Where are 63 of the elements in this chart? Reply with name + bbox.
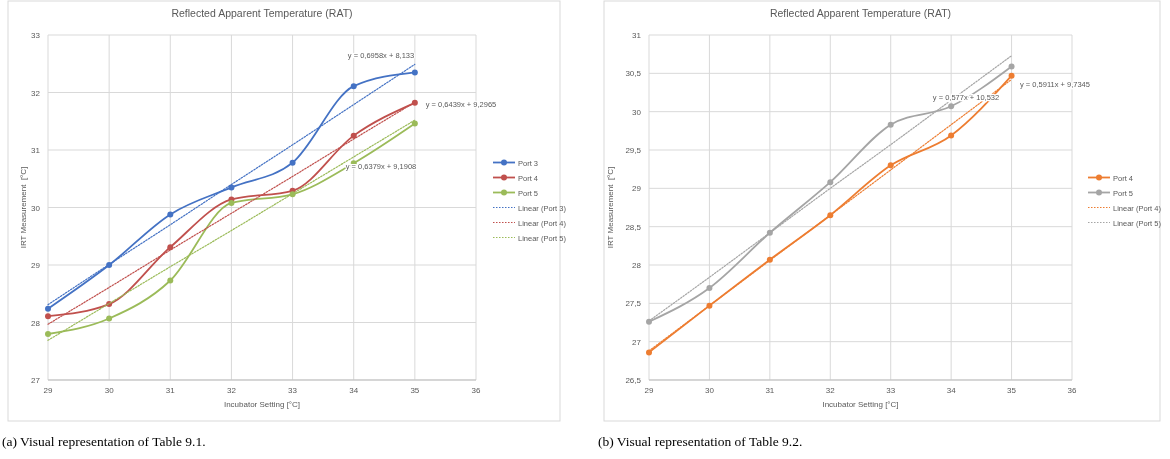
y-tick-label: 33 xyxy=(31,31,41,40)
y-tick-label: 30 xyxy=(632,107,642,117)
point xyxy=(948,132,955,139)
point xyxy=(1008,72,1015,79)
y-tick-label: 28,5 xyxy=(625,222,642,232)
point xyxy=(167,277,174,284)
y-tick-label: 29 xyxy=(31,261,41,270)
y-tick-label: 28 xyxy=(31,318,41,328)
point xyxy=(167,211,174,218)
y-tick-label: 29 xyxy=(632,184,642,194)
x-tick-label: 34 xyxy=(349,386,359,395)
y-tick-label: 27 xyxy=(31,376,41,385)
point xyxy=(411,69,418,76)
x-tick-label: 30 xyxy=(104,386,115,395)
chart-title: Reflected Apparent Temperature (RAT) xyxy=(769,7,952,19)
x-tick-label: 36 xyxy=(471,386,481,395)
point xyxy=(106,315,113,322)
x-axis-title: Incubator Setting [°C] xyxy=(223,400,301,409)
point xyxy=(411,120,418,127)
x-tick-label: 29 xyxy=(43,386,53,395)
point xyxy=(350,83,357,90)
point xyxy=(1008,63,1015,70)
x-tick-label: 32 xyxy=(226,386,237,395)
y-tick-label: 30,5 xyxy=(625,69,642,79)
point xyxy=(646,318,652,325)
point xyxy=(45,331,51,337)
x-tick-label: 31 xyxy=(165,386,176,395)
point xyxy=(827,179,834,186)
point xyxy=(45,305,51,312)
x-tick-label: 36 xyxy=(1067,386,1077,395)
y-tick-label: 29,5 xyxy=(625,146,642,155)
text: (a) Visual representation of Table 9.1. xyxy=(2,434,206,449)
point xyxy=(706,285,713,291)
y-tick-label: 28 xyxy=(632,261,642,270)
y-tick-label: 27,5 xyxy=(625,299,642,309)
point xyxy=(289,159,296,166)
y-axis-title: IRT Measurement [°C] xyxy=(606,166,615,249)
y-tick-label: 31 xyxy=(632,31,642,40)
point xyxy=(887,121,894,128)
y-tick-label: 30 xyxy=(31,203,41,213)
point xyxy=(350,132,357,139)
y-tick-label: 26,5 xyxy=(625,376,642,385)
x-tick-label: 35 xyxy=(1007,386,1017,395)
x-tick-label: 34 xyxy=(946,386,957,395)
x-tick-label: 32 xyxy=(825,386,836,395)
point xyxy=(45,313,51,320)
point xyxy=(948,103,955,110)
point xyxy=(887,162,894,169)
point xyxy=(411,99,418,106)
point xyxy=(167,244,174,251)
y-tick-label: 27 xyxy=(632,337,642,347)
y-tick-label: 32 xyxy=(31,88,41,98)
y-tick-label: 31 xyxy=(31,146,41,155)
x-axis-title: Incubator Setting [°C] xyxy=(822,400,899,409)
chart-title: Reflected Apparent Temperature (RAT) xyxy=(171,7,353,19)
x-tick-label: 33 xyxy=(886,386,896,395)
y-axis-title: IRT Measurement [°C] xyxy=(19,166,28,249)
x-tick-label: 31 xyxy=(765,386,775,395)
text: (b) Visual representation of Table 9.2. xyxy=(598,434,803,449)
x-tick-label: 30 xyxy=(704,386,715,395)
x-tick-label: 29 xyxy=(644,386,654,395)
x-tick-label: 33 xyxy=(288,386,298,395)
x-tick-label: 35 xyxy=(410,386,420,395)
